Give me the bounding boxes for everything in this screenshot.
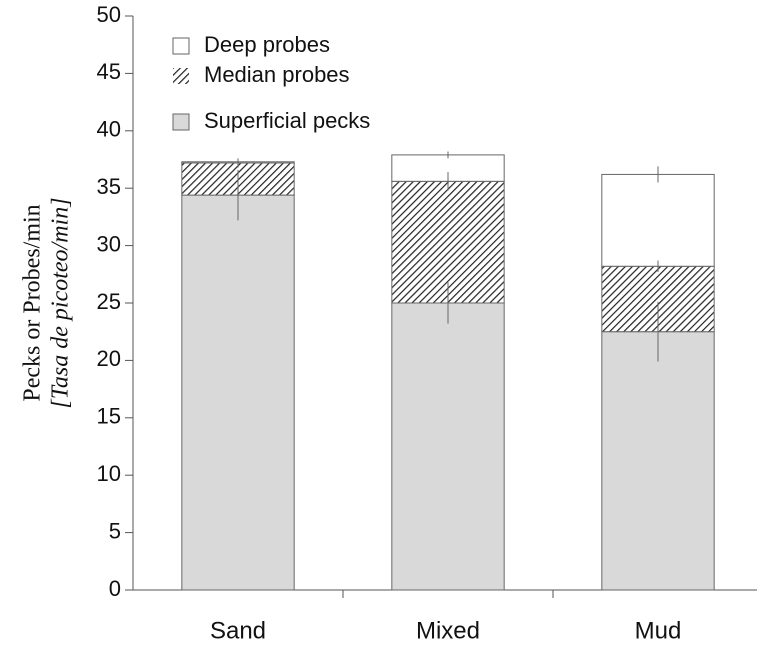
y-tick-label: 45 bbox=[97, 59, 121, 84]
y-tick-label: 35 bbox=[97, 174, 121, 199]
y-axis-label: Pecks or Probes/min bbox=[20, 204, 46, 401]
y-axis-label-translation: [Tasa de picoteo/min] bbox=[48, 197, 74, 408]
legend-label: Superficial pecks bbox=[204, 108, 370, 133]
legend-swatch bbox=[172, 113, 190, 131]
x-tick-label: Sand bbox=[210, 617, 266, 644]
y-tick-label: 40 bbox=[97, 117, 121, 142]
y-tick-label: 20 bbox=[97, 346, 121, 371]
y-tick-label: 10 bbox=[97, 461, 121, 486]
x-tick-label: Mud bbox=[635, 617, 682, 644]
bar-segment bbox=[601, 331, 715, 591]
bar-segment bbox=[181, 194, 295, 591]
legend-swatch bbox=[172, 37, 190, 55]
legend-label: Median probes bbox=[204, 62, 350, 87]
legend-label: Deep probes bbox=[204, 32, 330, 57]
y-tick-label: 50 bbox=[97, 2, 121, 27]
legend-swatch bbox=[173, 68, 189, 84]
y-tick-label: 25 bbox=[97, 289, 121, 314]
x-tick-label: Mixed bbox=[416, 617, 480, 644]
bar-segment bbox=[601, 173, 715, 267]
y-tick-label: 5 bbox=[109, 518, 121, 543]
y-tick-label: 30 bbox=[97, 231, 121, 256]
y-tick-label: 15 bbox=[97, 404, 121, 429]
y-tick-label: 0 bbox=[109, 576, 121, 601]
bar-segment bbox=[391, 302, 505, 591]
